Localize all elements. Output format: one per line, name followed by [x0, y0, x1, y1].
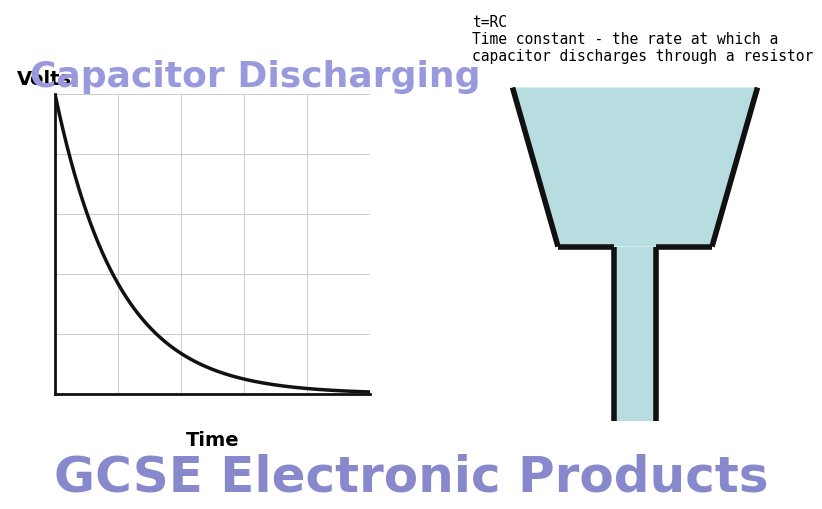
- Text: Volts: Volts: [17, 70, 72, 89]
- Polygon shape: [512, 89, 758, 247]
- Text: GCSE Electronic Products: GCSE Electronic Products: [53, 453, 769, 501]
- Text: capacitor discharges through a resistor: capacitor discharges through a resistor: [472, 49, 813, 64]
- Text: t=RC: t=RC: [472, 15, 507, 30]
- Bar: [614, 247, 656, 420]
- Text: Capacitor Discharging: Capacitor Discharging: [30, 60, 481, 94]
- Text: Time: Time: [186, 430, 239, 449]
- Text: Time constant - the rate at which a: Time constant - the rate at which a: [472, 32, 778, 47]
